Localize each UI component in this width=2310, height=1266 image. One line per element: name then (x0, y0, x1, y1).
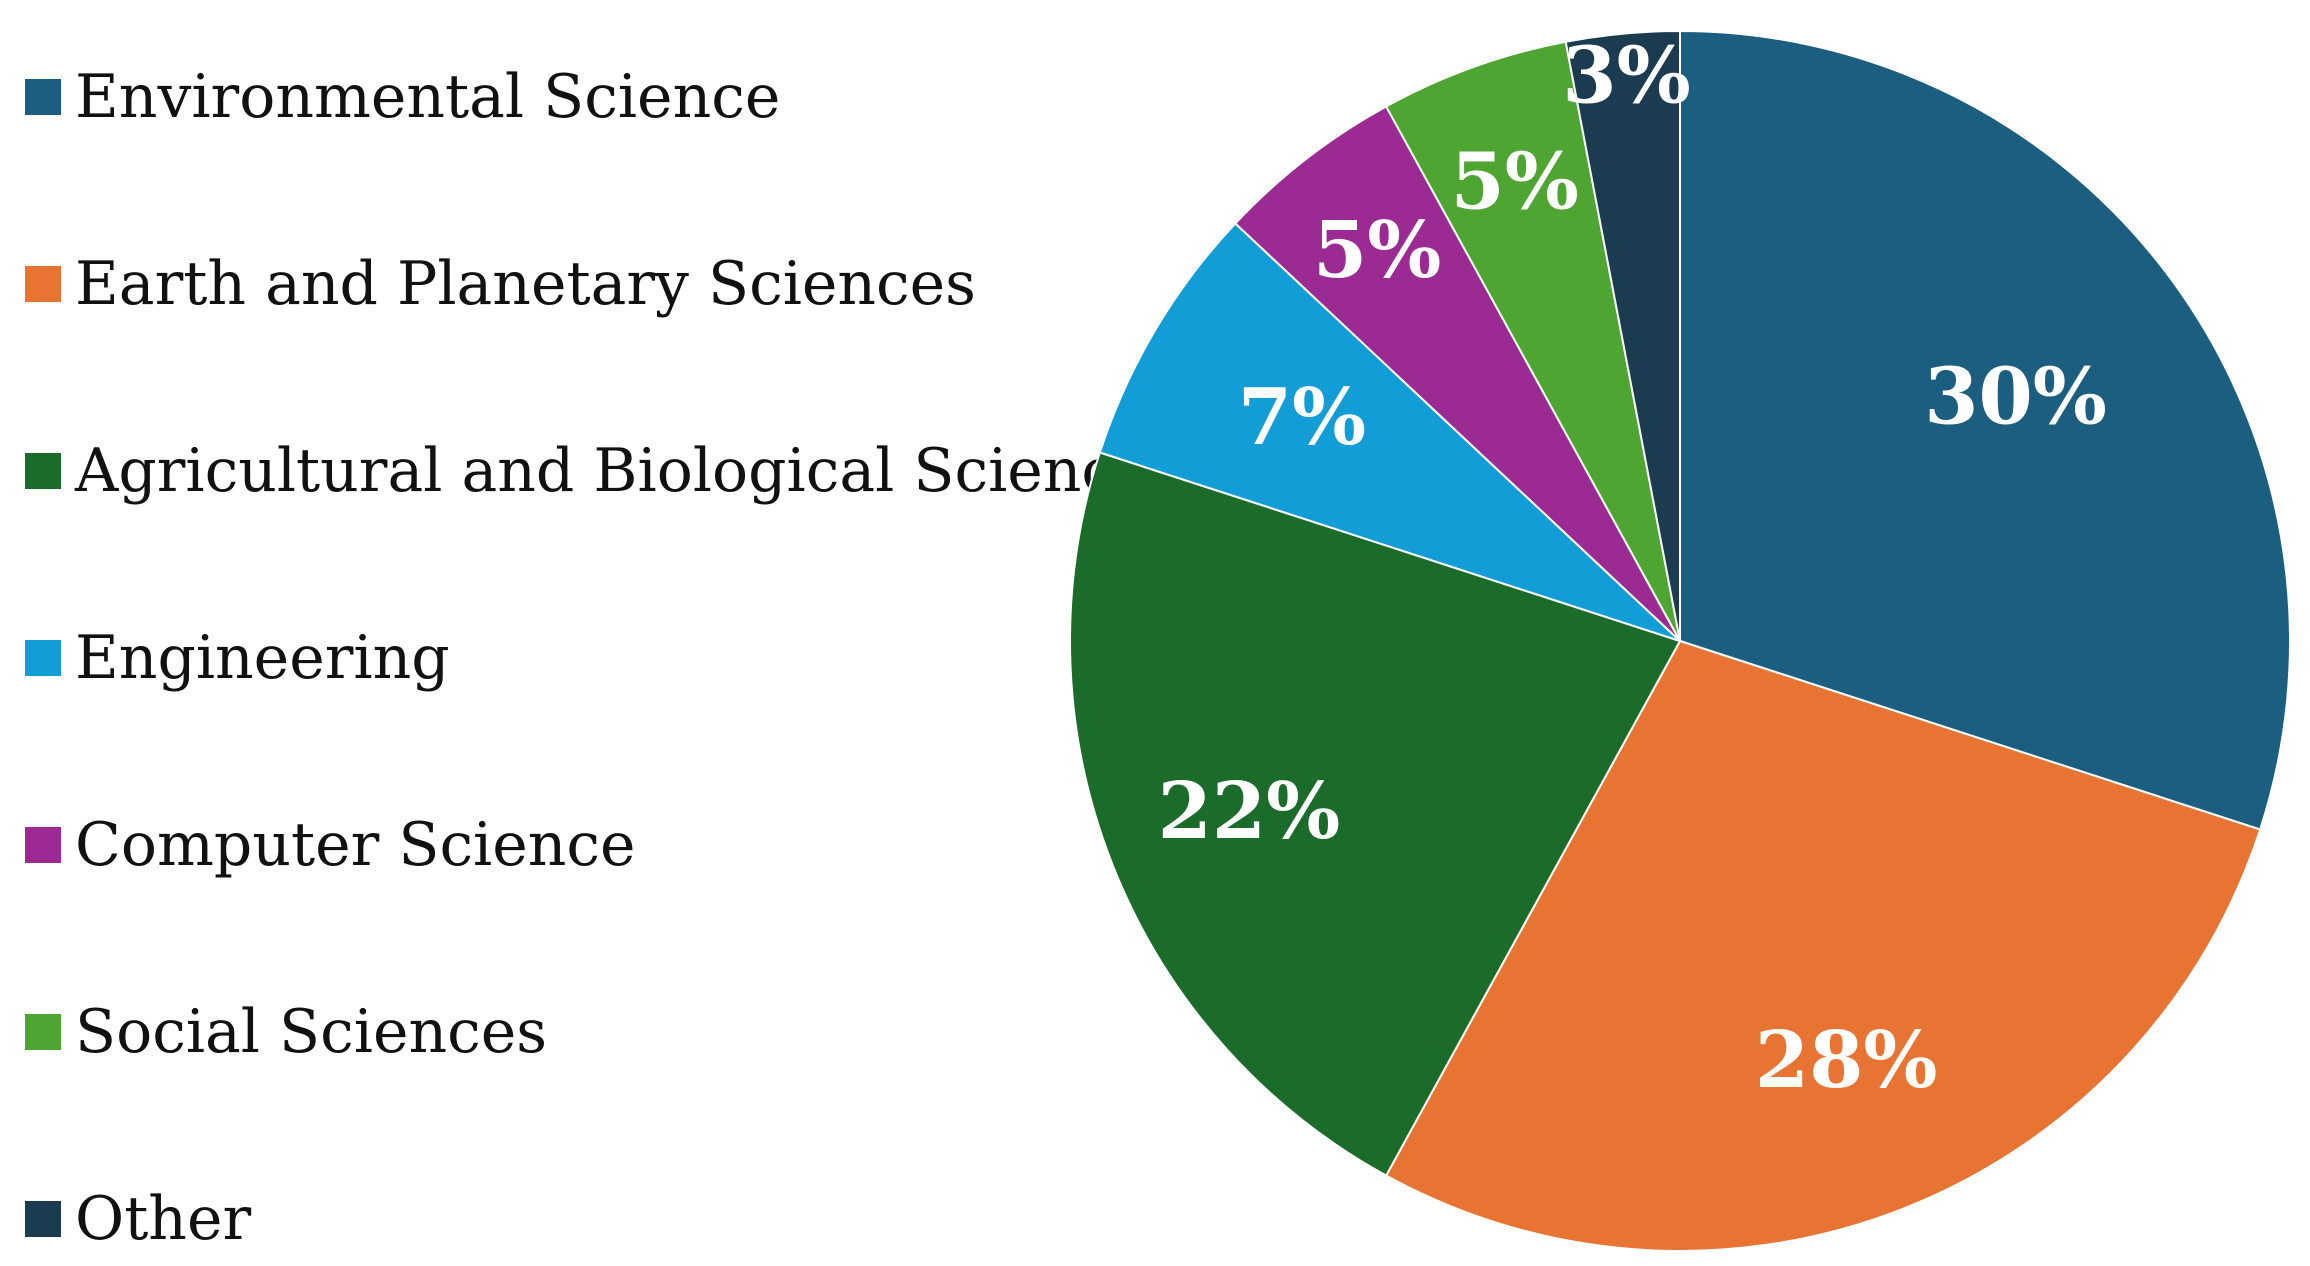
pie-slice-computer-science (1233, 105, 1681, 642)
legend-item-social-sciences: Social Sciences (25, 997, 547, 1067)
legend-item-agricultural-and-biological-sciences: Agricultural and Biological Sciences (25, 436, 1181, 506)
chart-legend: Environmental Science Earth and Planetary… (25, 62, 1181, 1254)
legend-item-earth-and-planetary-sciences: Earth and Planetary Sciences (25, 249, 976, 319)
pie-slice-social-sciences (1384, 40, 1681, 642)
legend-swatch-social-sciences (25, 1014, 61, 1050)
legend-item-other: Other (25, 1184, 251, 1254)
slice-label-agricultural-and-biological-sciences: 22% (1158, 766, 1341, 857)
legend-label-computer-science: Computer Science (75, 810, 636, 880)
legend-label-engineering: Engineering (75, 623, 450, 693)
legend-item-environmental-science: Environmental Science (25, 62, 780, 132)
pie-slice-agricultural-and-biological-sciences (1069, 451, 1682, 1177)
pie-slice-engineering (1098, 222, 1681, 642)
legend-label-other: Other (75, 1184, 251, 1254)
slice-label-engineering: 7% (1238, 372, 1366, 463)
slice-label-earth-and-planetary-sciences: 28% (1755, 1015, 1938, 1106)
slice-label-social-sciences: 5% (1451, 136, 1579, 227)
pie-slices (1069, 29, 2291, 1252)
slice-label-environmental-science: 30% (1924, 352, 2107, 443)
legend-label-agricultural-and-biological-sciences: Agricultural and Biological Sciences (74, 436, 1181, 506)
legend-swatch-computer-science (25, 827, 61, 863)
slice-label-other: 3% (1562, 31, 1690, 122)
legend-item-computer-science: Computer Science (25, 810, 636, 880)
pie-slice-environmental-science (1679, 29, 2291, 831)
legend-swatch-engineering (25, 640, 61, 676)
legend-label-environmental-science: Environmental Science (75, 62, 780, 132)
legend-swatch-earth-and-planetary-sciences (25, 266, 61, 302)
legend-swatch-other (25, 1201, 61, 1237)
legend-swatch-agricultural-and-biological-sciences (25, 453, 61, 489)
pie-slice-earth-and-planetary-sciences (1384, 639, 2262, 1252)
slice-labels: 30% 28% 22% 7% 5%5% 3% (1158, 31, 2107, 1106)
legend-item-engineering: Engineering (25, 623, 450, 693)
legend-label-earth-and-planetary-sciences: Earth and Planetary Sciences (75, 249, 976, 319)
legend-label-social-sciences: Social Sciences (75, 997, 547, 1067)
legend-swatch-environmental-science (25, 79, 61, 115)
slice-label-computer-science: 5% (1313, 205, 1441, 296)
pie-slice-other (1564, 29, 1681, 642)
